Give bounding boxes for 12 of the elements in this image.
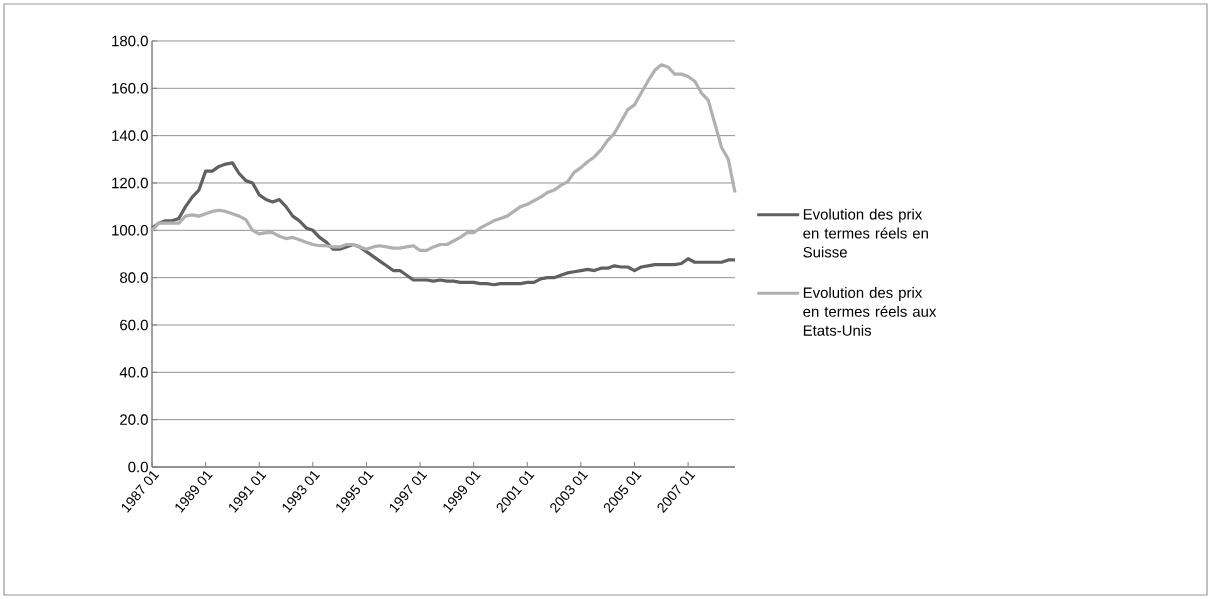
y-tick-label: 140.0 xyxy=(112,130,148,141)
legend-label: Evolution des prix en termes réels aux Etats-Unis xyxy=(803,286,937,336)
y-tick-label: 160.0 xyxy=(112,83,148,94)
legend-label: Evolution des prix en termes réels en Suisse xyxy=(803,208,928,258)
y-tick-label: 80.0 xyxy=(120,272,148,283)
y-tick-label: 0.0 xyxy=(128,461,148,473)
y-tick-label: 60.0 xyxy=(120,319,148,331)
y-tick-label: 20.0 xyxy=(120,414,148,425)
y-tick-label: 180.0 xyxy=(112,35,148,47)
y-tick-label: 40.0 xyxy=(119,367,148,378)
y-tick-label: 100.0 xyxy=(112,225,148,236)
y-tick-label: 120.0 xyxy=(112,177,148,189)
